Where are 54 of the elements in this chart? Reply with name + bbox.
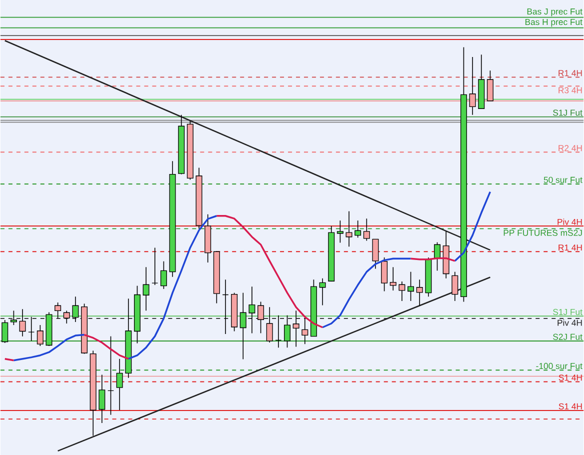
candlestick xyxy=(275,314,282,348)
candlestick xyxy=(266,306,273,343)
candlestick xyxy=(292,310,300,348)
ref-line-label: R2 4H xyxy=(558,144,582,151)
candlestick xyxy=(108,336,114,416)
candlestick xyxy=(2,319,8,344)
candlestick xyxy=(248,286,256,334)
candlestick xyxy=(319,278,326,306)
candlestick xyxy=(452,271,458,302)
candlestick xyxy=(434,242,440,271)
ref-line-label: 50 sur Fut xyxy=(544,176,582,183)
candlestick xyxy=(28,316,35,342)
candlestick xyxy=(363,218,370,242)
candlestick xyxy=(240,292,246,360)
candlestick xyxy=(36,324,44,346)
ref-line-label: S2J Fut xyxy=(553,334,582,340)
ref-line-label: S1 4H xyxy=(558,374,582,381)
candlestick xyxy=(346,210,352,247)
candlestick xyxy=(142,266,150,311)
candlestick xyxy=(336,220,344,243)
candlestick xyxy=(302,318,308,344)
candlestick xyxy=(98,374,106,424)
candlestick xyxy=(486,70,494,102)
ref-line-label: S1J Fut xyxy=(553,308,582,315)
ref-line-label: -100 sur Fut xyxy=(536,362,582,369)
candlestick xyxy=(354,220,362,238)
ref-line-label: Bas J prec Fut xyxy=(527,8,582,16)
candlestick xyxy=(222,279,229,334)
ref-line-label: Piv 4H xyxy=(558,319,582,326)
candlestick xyxy=(390,266,396,291)
ref-line-label: R1 4H xyxy=(558,70,582,76)
candlestick xyxy=(416,279,423,306)
ref-line-label: S1 4H xyxy=(558,403,582,410)
candlestick xyxy=(398,281,406,302)
ref-line-label: R1 4H xyxy=(558,244,582,250)
candlestick xyxy=(72,296,79,322)
candlestick xyxy=(258,301,264,334)
ref-line-label: Bas H prec Fut xyxy=(525,18,582,27)
candlestick xyxy=(408,271,414,302)
ref-line-label: S1J Fut xyxy=(553,109,582,116)
candlestick xyxy=(54,302,62,319)
candlestick xyxy=(469,56,476,116)
ref-line-label: PP FUTURES mS2J xyxy=(504,230,582,236)
ref-line-label: R3 4H xyxy=(558,87,582,94)
candlestick xyxy=(160,260,167,290)
candlestick xyxy=(152,247,158,286)
ref-line-label: Piv 4H xyxy=(558,218,582,225)
candlestick xyxy=(381,256,388,292)
candlestick xyxy=(116,358,123,410)
candlestick xyxy=(10,310,17,326)
candlestick xyxy=(372,238,379,269)
candlestick xyxy=(19,308,26,337)
candlestick xyxy=(284,314,290,348)
candlestick xyxy=(63,310,70,324)
